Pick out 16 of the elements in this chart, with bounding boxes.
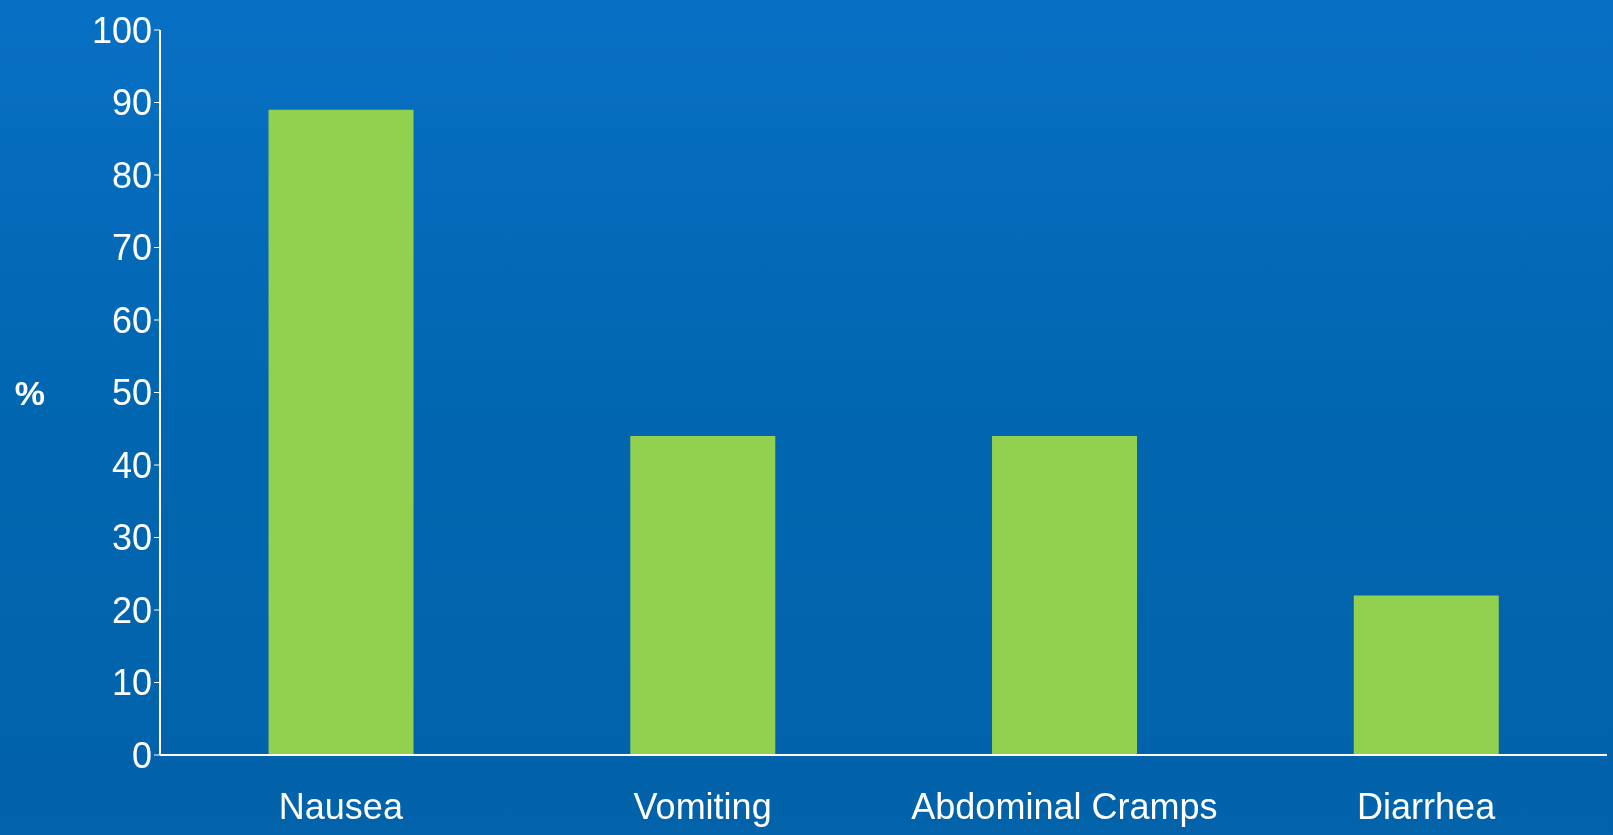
- y-tick-label: 30: [111, 517, 152, 559]
- y-tick-label: 0: [131, 734, 152, 776]
- x-tick-label: Vomiting: [633, 785, 772, 827]
- x-tick-label: Abdominal Cramps: [911, 785, 1218, 827]
- y-tick-label: 70: [111, 227, 152, 269]
- y-tick-label: 60: [111, 299, 152, 341]
- y-axis-title: %: [14, 373, 45, 412]
- y-tick-label: 40: [111, 444, 152, 486]
- y-tick-label: 50: [111, 372, 152, 414]
- y-tick-label: 10: [111, 662, 152, 704]
- y-tick-label: 80: [111, 154, 152, 196]
- x-tick-label: Nausea: [278, 785, 404, 827]
- y-tick-label: 20: [111, 589, 152, 631]
- y-tick-label: 90: [111, 82, 152, 124]
- x-tick-label: Diarrhea: [1357, 785, 1497, 827]
- y-tick-label: 100: [91, 9, 152, 51]
